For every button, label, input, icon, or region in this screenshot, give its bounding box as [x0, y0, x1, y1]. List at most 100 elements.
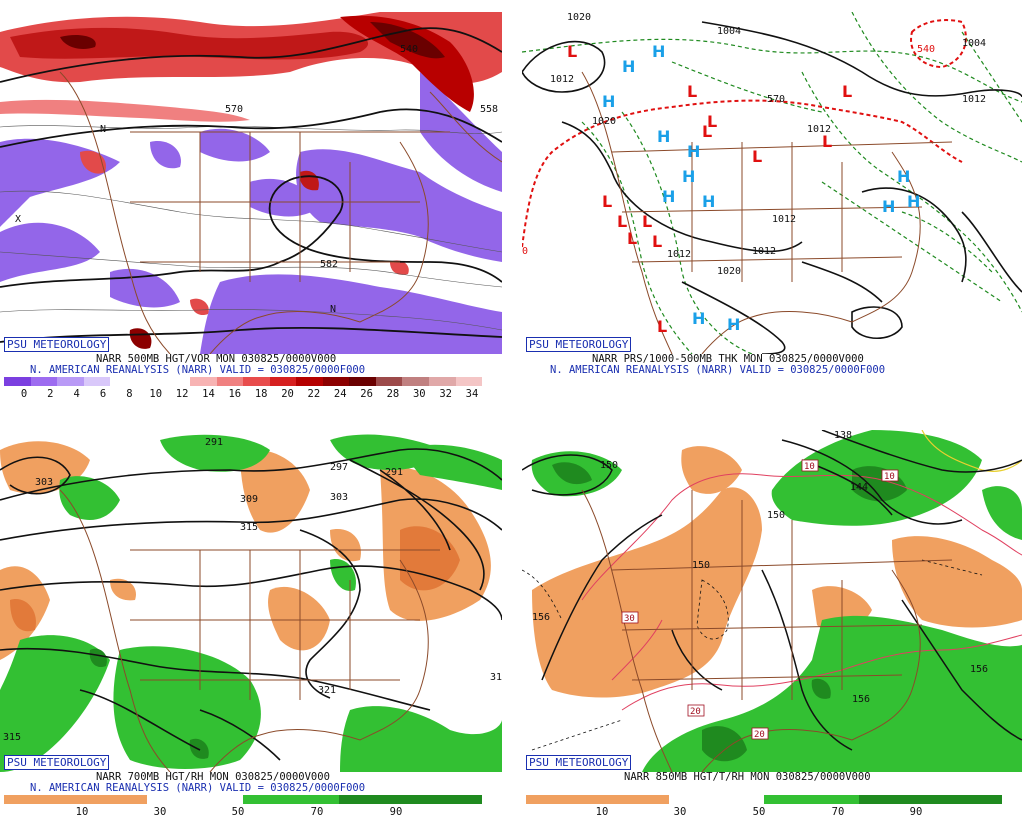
contour-label: 303	[330, 492, 348, 503]
low-pressure-marker: L	[652, 232, 662, 251]
contour-label: 291	[385, 467, 403, 478]
contour-label: 1012	[667, 249, 691, 260]
scale-label: 20	[281, 388, 294, 400]
scale-label: 50	[752, 806, 766, 818]
contour-label: 1012	[772, 214, 796, 225]
caption-line-2: N. AMERICAN REANALYSIS (NARR) VALID = 03…	[550, 364, 886, 376]
rh-color-scale-labels: 10 30 50 70 90	[526, 807, 1002, 819]
panel-500mb-vorticity: 570 582 540 558 N X N PSU METEOROLOGY NA…	[0, 0, 512, 408]
high-pressure-marker: H	[687, 142, 700, 161]
contour-label: 1012	[752, 246, 776, 257]
vorticity-map: 570 582 540 558 N X N	[0, 12, 502, 354]
scale-label: 16	[228, 388, 242, 400]
temp-label: 20	[690, 707, 701, 717]
scale-label: 28	[386, 388, 400, 400]
scale-label: 26	[360, 388, 373, 400]
scale-swatch	[269, 377, 297, 386]
contour-label: 1020	[567, 12, 591, 23]
scale-swatch	[4, 377, 31, 386]
psu-badge: PSU METEOROLOGY	[526, 755, 632, 770]
scale-swatch	[429, 377, 456, 386]
contour-label: 150	[692, 560, 710, 571]
scale-label: 24	[333, 388, 347, 400]
contour-label: 315	[240, 522, 258, 533]
scale-label: 2	[47, 388, 54, 400]
scale-swatch	[57, 377, 84, 386]
high-pressure-marker: H	[692, 309, 705, 328]
high-pressure-marker: H	[662, 187, 675, 206]
scale-label: 90	[909, 806, 923, 818]
scale-label: 6	[99, 388, 107, 400]
high-pressure-marker: H	[702, 192, 715, 211]
contour-label: 156	[852, 694, 870, 705]
temp-label: 10	[804, 462, 815, 472]
low-pressure-marker: L	[602, 192, 612, 211]
contour-label: 570	[225, 104, 243, 115]
high-pressure-marker: H	[682, 167, 695, 186]
scale-swatch	[455, 377, 483, 386]
psu-badge: PSU METEOROLOGY	[4, 337, 110, 352]
contour-label: 150	[767, 510, 785, 521]
panel-850mb-t-rh: 138 150 144 156 150 156 150 156 10 10 30…	[520, 418, 1024, 819]
contour-label: 582	[320, 259, 338, 270]
contour-label: 321	[318, 685, 336, 696]
contour-label: 138	[834, 430, 852, 441]
low-pressure-marker: L	[642, 212, 652, 231]
scale-swatch	[136, 377, 164, 386]
low-pressure-marker: L	[617, 212, 627, 231]
contour-label: 150	[600, 460, 618, 471]
scale-label: 12	[175, 388, 189, 400]
contour-label: 156	[970, 664, 988, 675]
high-pressure-marker: H	[727, 315, 740, 334]
rh-color-scale-bar	[4, 795, 482, 804]
scale-swatch	[30, 377, 58, 386]
contour-label: 1012	[550, 74, 574, 85]
high-pressure-marker: H	[882, 197, 895, 216]
contour-label: 558	[480, 104, 498, 115]
scale-label: 90	[389, 806, 403, 818]
scale-label: 8	[126, 388, 133, 400]
scale-swatch	[243, 377, 270, 386]
high-pressure-marker: H	[652, 42, 665, 61]
high-pressure-marker: H	[602, 92, 615, 111]
contour-label: X	[15, 214, 21, 225]
contour-label: 1012	[807, 124, 831, 135]
contour-label: 1020	[717, 266, 741, 277]
high-pressure-marker: H	[897, 167, 910, 186]
scale-label: 10	[595, 806, 609, 818]
scale-label: 30	[673, 806, 687, 818]
caption-line-1: NARR 850MB HGT/T/RH MON 030825/0000V000	[624, 771, 871, 783]
low-pressure-marker: L	[707, 112, 717, 131]
contour-label: 315	[490, 672, 502, 683]
contour-label: 297	[330, 462, 348, 473]
color-scale-bar	[4, 377, 483, 386]
scale-label: 14	[202, 388, 215, 400]
caption-line-1: NARR 700MB HGT/RH MON 030825/0000V000	[96, 771, 330, 783]
scale-swatch	[349, 377, 376, 386]
contour-label: 156	[532, 612, 550, 623]
scale-label: 50	[231, 806, 245, 818]
scale-label: 10	[149, 388, 163, 400]
scale-label: 32	[439, 388, 452, 400]
caption-line-2: N. AMERICAN REANALYSIS (NARR) VALID = 03…	[30, 782, 366, 794]
psu-badge: PSU METEOROLOGY	[526, 337, 632, 352]
low-pressure-marker: L	[702, 122, 712, 141]
low-pressure-marker: L	[842, 82, 852, 101]
high-pressure-marker: H	[657, 127, 670, 146]
low-pressure-marker: L	[627, 229, 637, 248]
scale-label: 10	[75, 806, 89, 818]
contour-label: 144	[850, 482, 868, 493]
psu-badge: PSU METEOROLOGY	[4, 755, 110, 770]
panel-700mb-rh: 303 291 309 297 303 291 315 315 321 315 …	[0, 418, 512, 819]
panel-pressure-thickness: 1020 1004 1012 1020 570 1012 1012 1012 1…	[520, 0, 1024, 408]
temp-label: 30	[624, 614, 635, 624]
t850-map: 138 150 144 156 150 156 150 156 10 10 30…	[522, 430, 1022, 772]
contour-label: 1004	[717, 26, 741, 37]
scale-label: 4	[73, 388, 80, 400]
low-pressure-marker: L	[687, 82, 697, 101]
contour-label: 291	[205, 437, 223, 448]
temp-label: 20	[754, 730, 765, 740]
pressure-map: 1020 1004 1012 1020 570 1012 1012 1012 1…	[522, 12, 1022, 354]
high-pressure-marker: H	[907, 192, 920, 211]
rh-color-scale-labels: 10 30 50 70 90	[4, 807, 482, 819]
